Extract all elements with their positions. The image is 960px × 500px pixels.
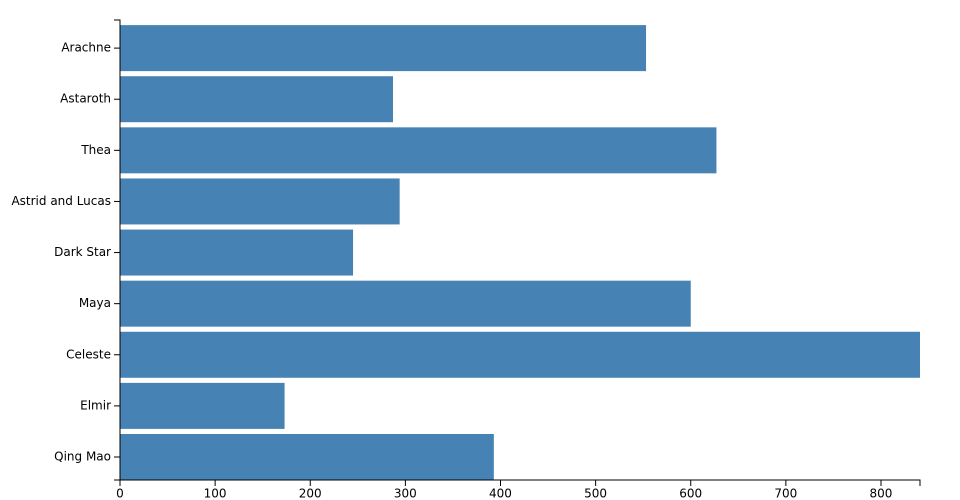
y-tick-label: Thea — [80, 143, 111, 157]
y-tick-label: Astrid and Lucas — [11, 194, 111, 208]
x-tick-label: 100 — [204, 487, 227, 500]
x-tick-label: 600 — [679, 487, 702, 500]
bar — [120, 280, 691, 327]
bar — [120, 25, 647, 72]
bar — [120, 178, 400, 225]
y-tick-label: Maya — [79, 296, 111, 310]
bar — [120, 434, 494, 480]
x-tick-label: 0 — [116, 487, 124, 500]
y-axis — [114, 19, 121, 481]
x-tick-label: 500 — [584, 487, 607, 500]
x-tick-label: 400 — [489, 487, 512, 500]
y-tick-label: Elmir — [80, 398, 111, 412]
x-tick-label: 700 — [774, 487, 797, 500]
x-tick-label: 800 — [870, 487, 893, 500]
y-tick-label: Qing Mao — [54, 450, 111, 464]
y-tick-label: Arachne — [61, 41, 111, 55]
y-tick-label: Celeste — [66, 347, 111, 361]
bar — [120, 382, 285, 429]
x-axis — [119, 479, 921, 486]
bar — [120, 229, 354, 276]
x-tick-label: 200 — [299, 487, 322, 500]
bar — [120, 127, 717, 174]
bar — [120, 331, 920, 378]
bar — [120, 76, 394, 123]
y-tick-label: Astaroth — [60, 92, 111, 106]
y-tick-label: Dark Star — [54, 245, 111, 259]
x-tick-label: 300 — [394, 487, 417, 500]
